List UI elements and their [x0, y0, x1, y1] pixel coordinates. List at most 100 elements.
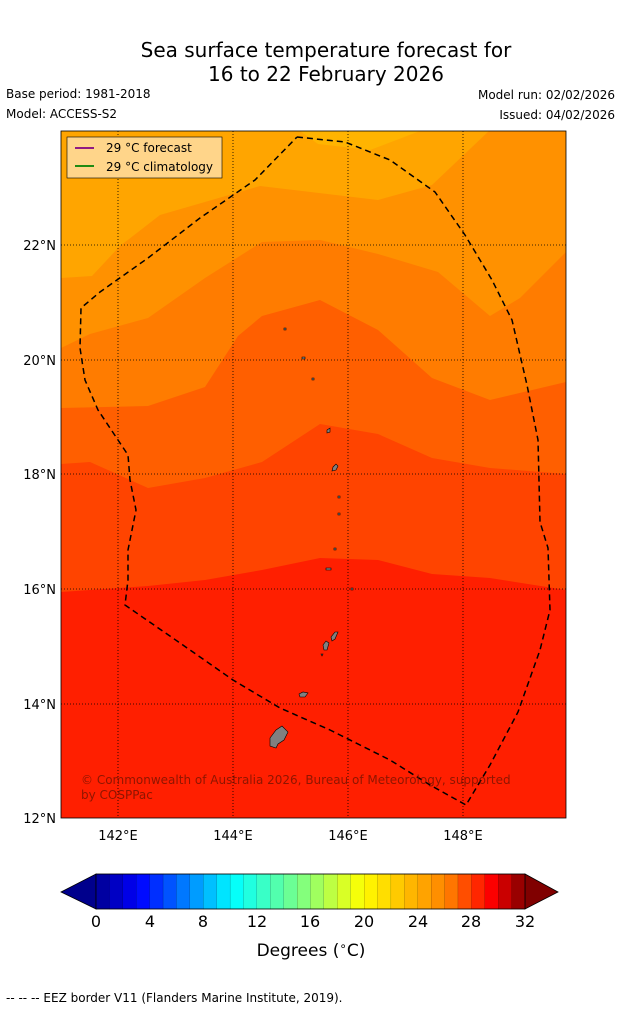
island-farallon-de-pajaros [283, 327, 287, 331]
model-run: Model run: 02/02/2026 [477, 88, 615, 102]
colorbar-tick-16: 16 [300, 912, 320, 931]
colorbar-segment [95, 873, 110, 910]
colorbar-segment [310, 873, 325, 910]
island-alamagan [337, 495, 341, 499]
map-frame [60, 130, 567, 819]
title-line-2: 16 to 22 February 2026 [208, 62, 444, 86]
colorbar-tick-0: 0 [91, 912, 101, 931]
island-farallon-de-medinilla [350, 587, 354, 591]
base-period: Base period: 1981-2018 [6, 87, 151, 101]
island-tinian [322, 640, 330, 651]
colorbar-segment [270, 873, 285, 910]
colorbar-segment [176, 873, 191, 910]
colorbar-tick-32: 32 [515, 912, 535, 931]
band-28-warm-pool [300, 131, 420, 150]
colorbar-segment [337, 873, 352, 910]
legend-climatology-label: 29 °C climatology [106, 160, 213, 174]
colorbar-high-extend [524, 873, 559, 910]
island-pagan [331, 463, 339, 472]
eez-footnote: -- -- -- EEZ border V11 (Flanders Marine… [6, 991, 343, 1005]
lon-label-148e: 148°E [443, 829, 483, 844]
colorbar-segment [457, 873, 472, 910]
colorbar-segment [323, 873, 338, 910]
band-30-5-31 [61, 558, 566, 818]
graticule [61, 131, 566, 818]
colorbar-title-degree: ∘ [339, 939, 347, 953]
colorbar-segment [377, 873, 392, 910]
legend-forecast-label: 29 °C forecast [106, 141, 192, 155]
island-anatahan [325, 567, 332, 571]
island-maug [301, 356, 306, 360]
colorbar-title-suffix: ) [359, 941, 366, 961]
legend-box [66, 136, 223, 179]
colorbar-segment [471, 873, 486, 910]
colorbar-segment [390, 873, 405, 910]
colorbar-segment [229, 873, 244, 910]
island-rota [298, 691, 309, 698]
colorbar-segment [122, 873, 137, 910]
island-guguan [337, 512, 341, 516]
colorbar-segment [404, 873, 419, 910]
colorbar-segment [136, 873, 151, 910]
copyright-line-2: by COSPPac [81, 788, 153, 802]
colorbar-segment [109, 873, 124, 910]
colorbar-segment [484, 873, 499, 910]
colorbar-segment [203, 873, 218, 910]
colorbar-segment [364, 873, 379, 910]
colorbar-tick-labels: 0 4 8 12 16 20 24 28 32 [91, 912, 535, 931]
colorbar: 0 4 8 12 16 20 24 28 32 Degrees (∘C) [60, 873, 559, 961]
colorbar-tick-4: 4 [145, 912, 155, 931]
colorbar-segment [162, 873, 177, 910]
lon-label-146e: 146°E [328, 829, 368, 844]
map-legend: 29 °C forecast 29 °C climatology [66, 136, 223, 179]
copyright-line-1: © Commonwealth of Australia 2026, Bureau… [81, 773, 511, 787]
colorbar-segment [498, 873, 513, 910]
colorbar-tick-8: 8 [198, 912, 208, 931]
island-asuncion [311, 377, 315, 381]
island-guam [269, 725, 289, 749]
colorbar-segments [95, 873, 526, 910]
colorbar-segment [511, 873, 526, 910]
colorbar-segment [444, 873, 459, 910]
sst-contour-fills [61, 131, 566, 818]
colorbar-segment [431, 873, 446, 910]
colorbar-segment [216, 873, 231, 910]
lat-label-20n: 20°N [23, 354, 56, 369]
map-title: Sea surface temperature forecast for 16 … [0, 38, 621, 86]
colorbar-segment [189, 873, 204, 910]
colorbar-segment [417, 873, 432, 910]
colorbar-tick-12: 12 [247, 912, 267, 931]
lat-tick-labels: 22°N 20°N 18°N 16°N 14°N 12°N [23, 239, 56, 827]
colorbar-title: Degrees (∘C) [257, 939, 366, 961]
colorbar-frame [95, 873, 526, 910]
colorbar-tick-28: 28 [461, 912, 481, 931]
colorbar-tick-24: 24 [408, 912, 428, 931]
model-name: Model: ACCESS-S2 [6, 107, 118, 121]
colorbar-tick-20: 20 [354, 912, 374, 931]
issued-date: Issued: 04/02/2026 [499, 108, 615, 122]
lon-tick-labels: 142°E 144°E 146°E 148°E [98, 829, 483, 844]
colorbar-segment [297, 873, 311, 910]
island-sarigan [333, 547, 337, 551]
lat-label-22n: 22°N [23, 239, 56, 254]
copyright-note: © Commonwealth of Australia 2026, Bureau… [81, 773, 511, 802]
lat-label-16n: 16°N [23, 583, 56, 598]
island-agrihan [326, 427, 331, 434]
colorbar-segment [283, 873, 298, 910]
colorbar-segment [149, 873, 164, 910]
colorbar-segment [256, 873, 271, 910]
colorbar-segment [243, 873, 258, 910]
island-saipan [330, 631, 339, 642]
lon-label-142e: 142°E [98, 829, 138, 844]
lat-label-14n: 14°N [23, 698, 56, 713]
lat-label-12n: 12°N [23, 812, 56, 827]
colorbar-low-extend [60, 873, 97, 910]
colorbar-title-unit: C [347, 941, 359, 961]
lat-label-18n: 18°N [23, 468, 56, 483]
island-aguijan [320, 653, 324, 657]
colorbar-segment [350, 873, 365, 910]
colorbar-title-prefix: Degrees ( [257, 941, 340, 961]
islands [269, 327, 354, 749]
lon-label-144e: 144°E [213, 829, 253, 844]
